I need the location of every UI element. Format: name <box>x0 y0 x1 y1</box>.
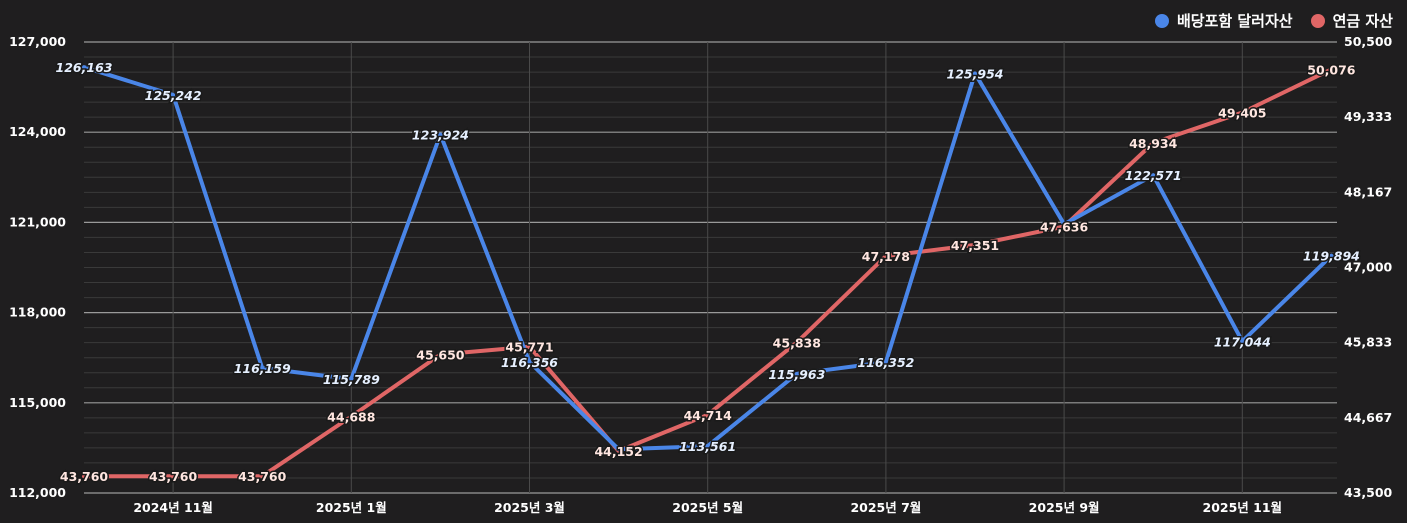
data-label-pension-assets: 45,838 <box>773 335 821 350</box>
data-label-pension-assets: 43,760 <box>149 469 198 484</box>
right-axis-tick-label: 47,000 <box>1344 260 1393 275</box>
left-axis: 112,000 115,000 118,000 121,000 124,000 127,0… <box>9 34 66 500</box>
right-axis-tick-label: 44,667 <box>1344 410 1392 425</box>
data-label-pension-assets: 47,178 <box>862 249 910 264</box>
right-axis: 43,500 44,667 45,833 47,000 48,167 49,333 50,5… <box>1344 34 1393 500</box>
left-axis-tick-label: 127,000 <box>9 34 66 49</box>
data-label-dollar-assets: 117,044 <box>1214 334 1271 349</box>
left-axis-tick-label: 118,000 <box>9 305 66 320</box>
data-label-dollar-assets: 116,352 <box>857 355 914 370</box>
left-axis-tick-label: 115,000 <box>9 395 66 410</box>
data-label-dollar-assets: 125,242 <box>145 88 202 103</box>
data-label-pension-assets: 43,760 <box>60 469 109 484</box>
data-label-dollar-assets: 119,894 <box>1303 249 1360 264</box>
data-label-pension-assets: 43,760 <box>238 469 287 484</box>
data-label-dollar-assets: 115,789 <box>323 372 380 387</box>
data-label-pension-assets: 45,771 <box>505 340 553 355</box>
x-axis-tick-label: 2025년 9월 <box>1029 500 1100 515</box>
data-label-dollar-assets: 113,561 <box>679 439 736 454</box>
right-axis-tick-label: 45,833 <box>1344 335 1392 350</box>
data-label-pension-assets: 44,714 <box>684 408 733 423</box>
legend-marker-red <box>1310 13 1325 28</box>
right-axis-tick-label: 49,333 <box>1344 109 1392 124</box>
data-label-pension-assets: 49,405 <box>1218 106 1266 121</box>
series-line-pension-assets <box>82 67 1334 479</box>
legend-item-pension-assets[interactable]: 연금 자산 <box>1310 10 1393 31</box>
series-line-dollar-assets <box>82 65 1334 452</box>
gridlines <box>84 41 1337 494</box>
data-label-dollar-assets: 126,163 <box>56 60 113 75</box>
data-label-dollar-assets: 123,924 <box>412 127 469 142</box>
data-label-dollar-assets: 116,159 <box>234 361 291 376</box>
right-axis-tick-label: 48,167 <box>1344 184 1392 199</box>
data-label-pension-assets: 45,650 <box>416 347 465 362</box>
data-label-dollar-assets: 116,356 <box>501 355 558 370</box>
left-axis-tick-label: 121,000 <box>9 214 66 229</box>
legend-marker-blue <box>1154 13 1169 28</box>
x-axis-tick-label: 2025년 7월 <box>850 500 921 515</box>
data-label-pension-assets: 47,351 <box>951 238 999 253</box>
x-axis-tick-label: 2025년 3월 <box>494 500 565 515</box>
legend-item-dollar-assets[interactable]: 배당포함 달러자산 <box>1154 10 1293 31</box>
data-label-pension-assets: 47,636 <box>1040 220 1089 235</box>
data-label-dollar-assets: 122,571 <box>1125 168 1182 183</box>
legend-label-dollar-assets: 배당포함 달러자산 <box>1176 12 1293 30</box>
x-axis: 2024년 11월 2025년 1월 2025년 3월 2025년 5월 2025년 7… <box>133 500 1282 515</box>
left-axis-tick-label: 112,000 <box>9 485 66 500</box>
data-label-pension-assets: 50,076 <box>1307 62 1356 77</box>
data-label-dollar-assets: 125,954 <box>947 66 1004 81</box>
data-label-dollar-assets: 115,963 <box>768 367 825 382</box>
data-label-pension-assets: 44,152 <box>594 444 642 459</box>
x-axis-tick-label: 2025년 1월 <box>316 500 387 515</box>
legend: 배당포함 달러자산 연금 자산 <box>1154 10 1393 31</box>
left-axis-tick-label: 124,000 <box>9 124 66 139</box>
right-axis-tick-label: 43,500 <box>1344 485 1393 500</box>
x-axis-tick-label: 2025년 5월 <box>672 500 743 515</box>
data-label-pension-assets: 48,934 <box>1129 136 1178 151</box>
legend-label-pension-assets: 연금 자산 <box>1332 12 1393 30</box>
x-axis-tick-label: 2025년 11월 <box>1203 500 1283 515</box>
x-axis-tick-label: 2024년 11월 <box>133 500 213 515</box>
data-label-pension-assets: 44,688 <box>327 409 375 424</box>
right-axis-tick-label: 50,500 <box>1344 34 1393 49</box>
data-labels: 43,760 43,760 43,760 44,688 45,650 45,771 44,1… <box>54 59 1361 486</box>
